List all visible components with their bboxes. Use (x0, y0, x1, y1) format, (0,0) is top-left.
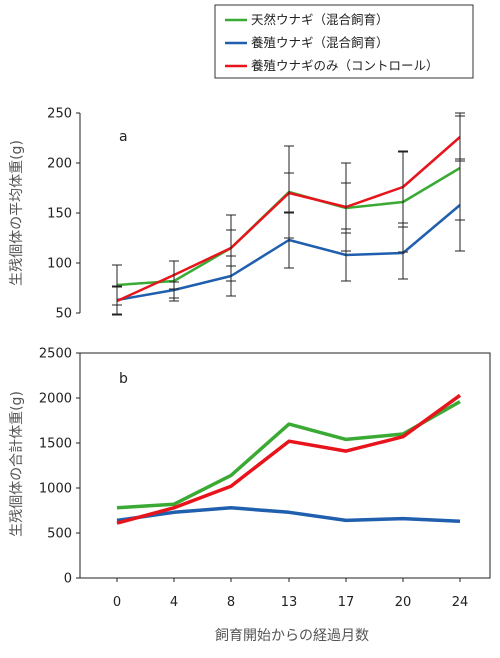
legend-item-2: 養殖ウナギのみ（コントロール） (225, 58, 439, 73)
panel-b-y-tick-label-4: 2000 (39, 392, 72, 407)
panel-b-x-tick-label-1: 4 (170, 595, 178, 610)
panel-b-x-tick-label-2: 8 (227, 595, 235, 610)
panel-a-y-tick-label-0: 50 (55, 307, 72, 322)
panel-a-y-tick-label-2: 150 (47, 207, 72, 222)
legend-item-1: 養殖ウナギ（混合飼育） (225, 35, 389, 50)
legend-label-2: 養殖ウナギのみ（コントロール） (251, 58, 439, 73)
panel-b-plot-frame (79, 352, 491, 579)
x-axis-label: 飼育開始からの経過月数 (215, 628, 369, 644)
panel-a-y-tick-label-4: 250 (47, 107, 72, 122)
legend-label-1: 養殖ウナギ（混合飼育） (251, 35, 389, 50)
panel-b-y-tick-label-3: 1500 (39, 437, 72, 452)
panel-b-series-line-0 (116, 400, 461, 510)
panel-b-series-line-2 (116, 393, 462, 525)
panel-b-y-axis-label: 生残個体の合計体重(g) (9, 391, 25, 537)
legend-item-0: 天然ウナギ（混合飼育） (225, 12, 389, 27)
legend-label-0: 天然ウナギ（混合飼育） (251, 12, 389, 27)
panel-a: a 生残個体の平均体重(g) 50 100 150 200 250 (9, 107, 465, 322)
panel-b-x-tick-label-0: 0 (113, 595, 121, 610)
panel-b-y-tick-label-5: 2500 (39, 347, 72, 362)
panel-b-x-tick-label-5: 20 (395, 595, 412, 610)
panel-a-y-tick-label-3: 200 (47, 157, 72, 172)
panel-b-x-tick-label-6: 24 (452, 595, 469, 610)
panel-b-series-line-1 (116, 506, 461, 524)
panel-b-y-tick-label-0: 0 (64, 572, 72, 587)
panel-b-label: b (119, 371, 128, 387)
panel-a-y-axis-label: 生残個体の平均体重(g) (9, 140, 25, 286)
panel-b-x-tick-label-4: 17 (338, 595, 355, 610)
panel-b-x-tick-label-3: 13 (281, 595, 298, 610)
panel-b: b 生残個体の合計体重(g) 飼育開始からの経過月数 0 500 1000 1500 2… (9, 347, 491, 644)
legend-box (214, 4, 474, 79)
panel-b-y-tick-label-1: 500 (47, 527, 72, 542)
panel-a-label: a (119, 129, 128, 145)
panel-b-y-tick-label-2: 1000 (39, 482, 72, 497)
legend: 天然ウナギ（混合飼育） 養殖ウナギ（混合飼育） 養殖ウナギのみ（コントロール） (214, 4, 474, 79)
panel-a-y-tick-label-1: 100 (47, 257, 72, 272)
